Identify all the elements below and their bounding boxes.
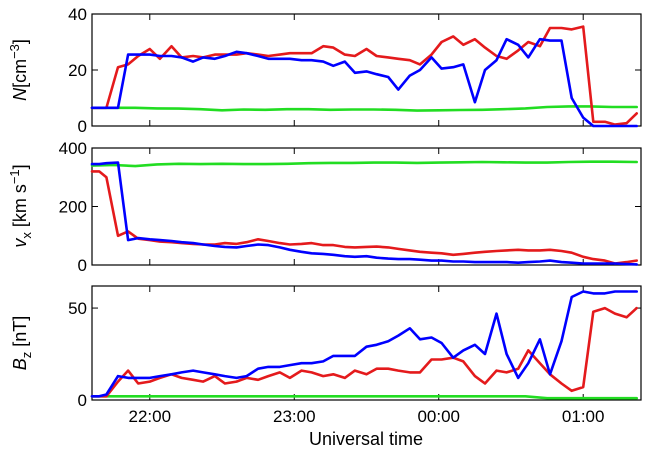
- panel-bz-series-line: [90, 306, 639, 398]
- panel-bz-series-line: [90, 290, 639, 398]
- panel-velocity-axes: 0 200 400: [59, 139, 641, 275]
- panel-density-series: [90, 25, 639, 128]
- panel-density-series-line: [90, 25, 639, 126]
- panel-velocity-ylabel: vx [km s−1]: [7, 164, 34, 247]
- panel-velocity-series-line: [90, 170, 639, 265]
- panel-bz-axes: 0 50 22:00 23:00 00:00 01:00: [68, 286, 641, 426]
- panel-density-ytick-label: 20: [68, 61, 87, 80]
- panel-bz-ytick-label: 0: [78, 391, 87, 410]
- x-tick-label: 01:00: [562, 407, 605, 426]
- panel-density: 0 20 40 N[cm−3]: [7, 5, 642, 136]
- panel-velocity: 0 200 400 vx [km s−1]: [7, 139, 642, 275]
- panel-bz-series-line: [90, 394, 639, 400]
- panel-bz-frame: [91, 285, 642, 401]
- panel-bz-series: [90, 290, 639, 400]
- panel-bz-ytick-label: 50: [68, 299, 87, 318]
- panel-density-axes: 0 20 40: [68, 5, 641, 136]
- x-tick-label: 22:00: [129, 407, 172, 426]
- panel-velocity-ytick-label: 400: [59, 139, 87, 158]
- panel-density-series-line: [90, 105, 639, 112]
- x-tick-label: 23:00: [273, 407, 316, 426]
- x-axis-label: Universal time: [309, 429, 423, 449]
- panel-velocity-ytick-label: 200: [59, 198, 87, 217]
- panel-velocity-series: [90, 160, 639, 266]
- x-tick-label: 00:00: [417, 407, 460, 426]
- panel-velocity-ytick-label: 0: [78, 256, 87, 275]
- panel-density-ytick-label: 0: [78, 117, 87, 136]
- panel-velocity-series-line: [90, 160, 639, 168]
- panel-bz-ylabel: Bz [nT]: [10, 316, 34, 371]
- panel-bz: 0 50 22:00 23:00 00:00 01:00 Bz [nT]: [10, 285, 642, 426]
- panel-density-series-line: [90, 37, 639, 128]
- panel-density-ylabel: N[cm−3]: [7, 39, 30, 101]
- panel-density-ytick-label: 40: [68, 5, 87, 24]
- panel-velocity-series-line: [90, 161, 639, 266]
